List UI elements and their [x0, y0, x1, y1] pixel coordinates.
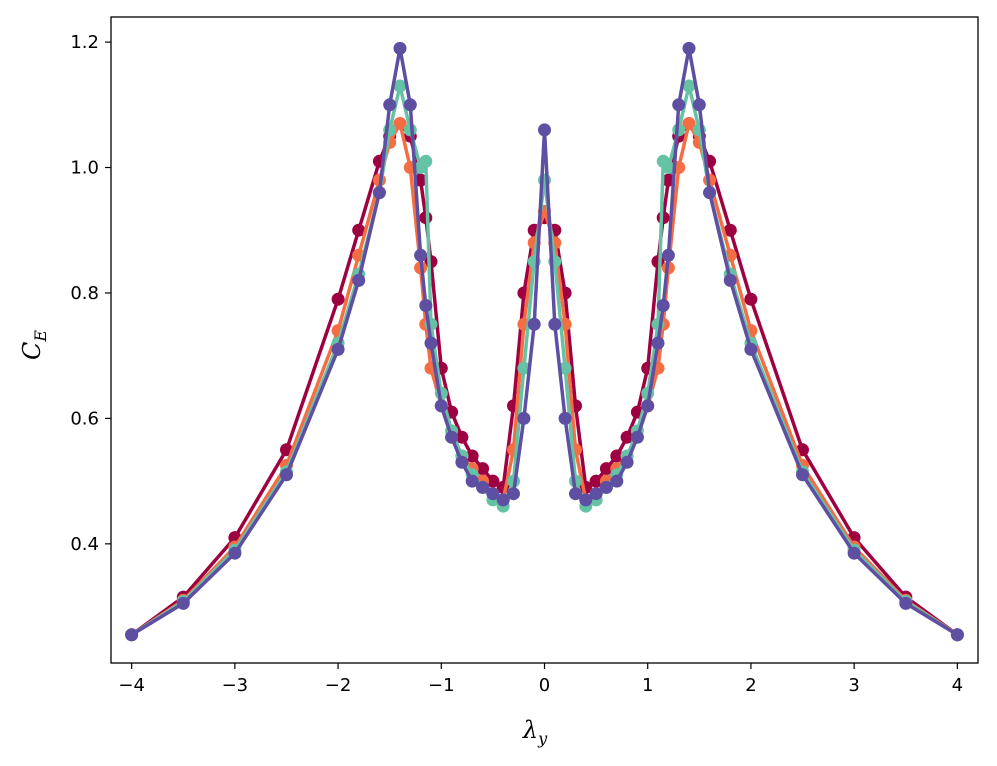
- series-1-point: [682, 117, 696, 131]
- x-tick-label: 0: [539, 675, 550, 696]
- series-3-point: [538, 123, 551, 137]
- x-tick-label: −4: [118, 675, 145, 696]
- series-2-point: [419, 154, 433, 168]
- y-tick-label: 1.0: [70, 158, 99, 179]
- series-2-point: [682, 79, 696, 93]
- series-3-point: [620, 455, 634, 469]
- series-2-point: [517, 361, 531, 375]
- y-tick-label: 0.4: [70, 534, 99, 555]
- series-3-point: [517, 411, 531, 425]
- x-tick-label: 1: [642, 675, 653, 696]
- series-3-point: [419, 299, 433, 312]
- y-axis-label: CE: [18, 330, 50, 360]
- series-3-point: [569, 487, 582, 501]
- series-3-point: [651, 336, 665, 350]
- series-3-point: [372, 186, 386, 200]
- series-3-point: [579, 493, 593, 507]
- series-0-point: [599, 462, 613, 476]
- series-3-point: [656, 299, 670, 312]
- series-3-point: [424, 336, 438, 350]
- series-3-point: [383, 98, 397, 112]
- series-3-point: [744, 342, 758, 356]
- series-0-point: [352, 223, 366, 237]
- plot-frame: [110, 16, 979, 664]
- x-axis-label: λy: [522, 716, 548, 748]
- plot-area: [125, 41, 964, 642]
- x-tick-label: −3: [222, 675, 249, 696]
- series-2-line: [130, 84, 959, 637]
- series-0: [125, 117, 964, 642]
- series-3-point: [630, 430, 644, 444]
- y-axis-label-main: C: [18, 342, 46, 360]
- y-axis: 0.4 0.6 0.8 1.0 1.2: [70, 32, 111, 555]
- series-3-point: [228, 546, 242, 560]
- series-0-point: [465, 449, 479, 463]
- y-tick-label: 1.2: [70, 32, 99, 53]
- series-2-point: [661, 161, 675, 174]
- series-2-point: [558, 361, 572, 375]
- series-3-point: [414, 248, 428, 262]
- series-0-point: [331, 292, 345, 306]
- x-tick-label: 2: [745, 675, 756, 696]
- series-0-point: [589, 474, 603, 488]
- series-3-point: [455, 455, 469, 469]
- series-0-point: [610, 449, 624, 463]
- series-0-point: [455, 430, 469, 444]
- x-tick-label: −1: [428, 675, 455, 696]
- x-axis: −4 −3 −2 −1 0 1 2 3 4: [118, 663, 963, 696]
- x-tick-label: 3: [848, 675, 859, 696]
- series-3-point: [599, 480, 613, 494]
- series-2: [125, 79, 964, 642]
- series-3-point: [661, 248, 675, 262]
- series-3-point: [641, 399, 655, 413]
- series-3-point: [672, 98, 686, 112]
- series-3-point: [476, 480, 490, 494]
- series-0-line: [130, 121, 959, 637]
- series-0-point: [744, 292, 758, 306]
- series-3-point: [331, 342, 345, 356]
- series-3-point: [558, 411, 572, 425]
- series-3-point: [589, 487, 603, 501]
- y-tick-label: 0.6: [70, 408, 99, 429]
- series-1: [125, 117, 964, 642]
- series-3-point: [125, 628, 139, 642]
- series-3-point: [403, 98, 417, 112]
- series-3-point: [496, 493, 510, 507]
- series-3-point: [950, 628, 964, 642]
- y-tick-label: 0.8: [70, 283, 99, 304]
- x-axis-label-sub: y: [537, 729, 548, 748]
- series-3-point: [445, 430, 459, 444]
- series-0-point: [476, 462, 490, 476]
- series-1-line: [130, 121, 959, 637]
- series-3-point: [692, 98, 706, 112]
- series-3-point: [176, 596, 190, 610]
- series-3-point: [899, 596, 913, 610]
- series-3-point: [847, 546, 861, 560]
- series-3-point: [527, 317, 541, 331]
- series-3-point: [393, 41, 407, 55]
- series-0-point: [620, 430, 634, 444]
- series-3-point: [723, 273, 737, 287]
- series-3-point: [703, 186, 717, 200]
- series-3-point: [507, 487, 520, 501]
- series-3-point: [434, 399, 448, 413]
- series-0-point: [486, 474, 500, 488]
- series-1-point: [393, 117, 407, 131]
- x-tick-label: −2: [325, 675, 352, 696]
- y-axis-label-sub: E: [31, 330, 50, 343]
- series-3-point: [796, 468, 809, 482]
- series-2-point: [393, 79, 407, 93]
- series-3-point: [610, 474, 624, 488]
- series-3-point: [682, 41, 696, 55]
- series-3-point: [465, 474, 479, 488]
- series-3-point: [280, 468, 293, 482]
- series-3-point: [352, 273, 366, 287]
- x-axis-label-main: λ: [522, 716, 538, 744]
- series-3-point: [486, 487, 500, 501]
- series-0-point: [723, 223, 737, 237]
- series-3-point: [548, 317, 562, 331]
- x-tick-label: 4: [952, 675, 963, 696]
- series-3: [125, 41, 964, 642]
